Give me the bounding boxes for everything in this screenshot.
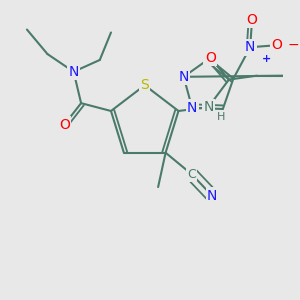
Text: O: O	[59, 118, 70, 132]
Text: N: N	[203, 100, 214, 114]
Text: N: N	[68, 65, 79, 79]
Text: N: N	[245, 40, 255, 54]
Text: −: −	[287, 38, 299, 52]
Text: N: N	[207, 189, 217, 203]
Text: N: N	[187, 101, 197, 115]
Text: S: S	[140, 78, 149, 92]
Text: O: O	[247, 13, 257, 27]
Text: C: C	[188, 168, 196, 181]
Text: H: H	[217, 112, 226, 122]
Text: N: N	[178, 70, 189, 84]
Text: O: O	[205, 51, 216, 65]
Text: O: O	[271, 38, 282, 52]
Text: +: +	[262, 54, 272, 64]
